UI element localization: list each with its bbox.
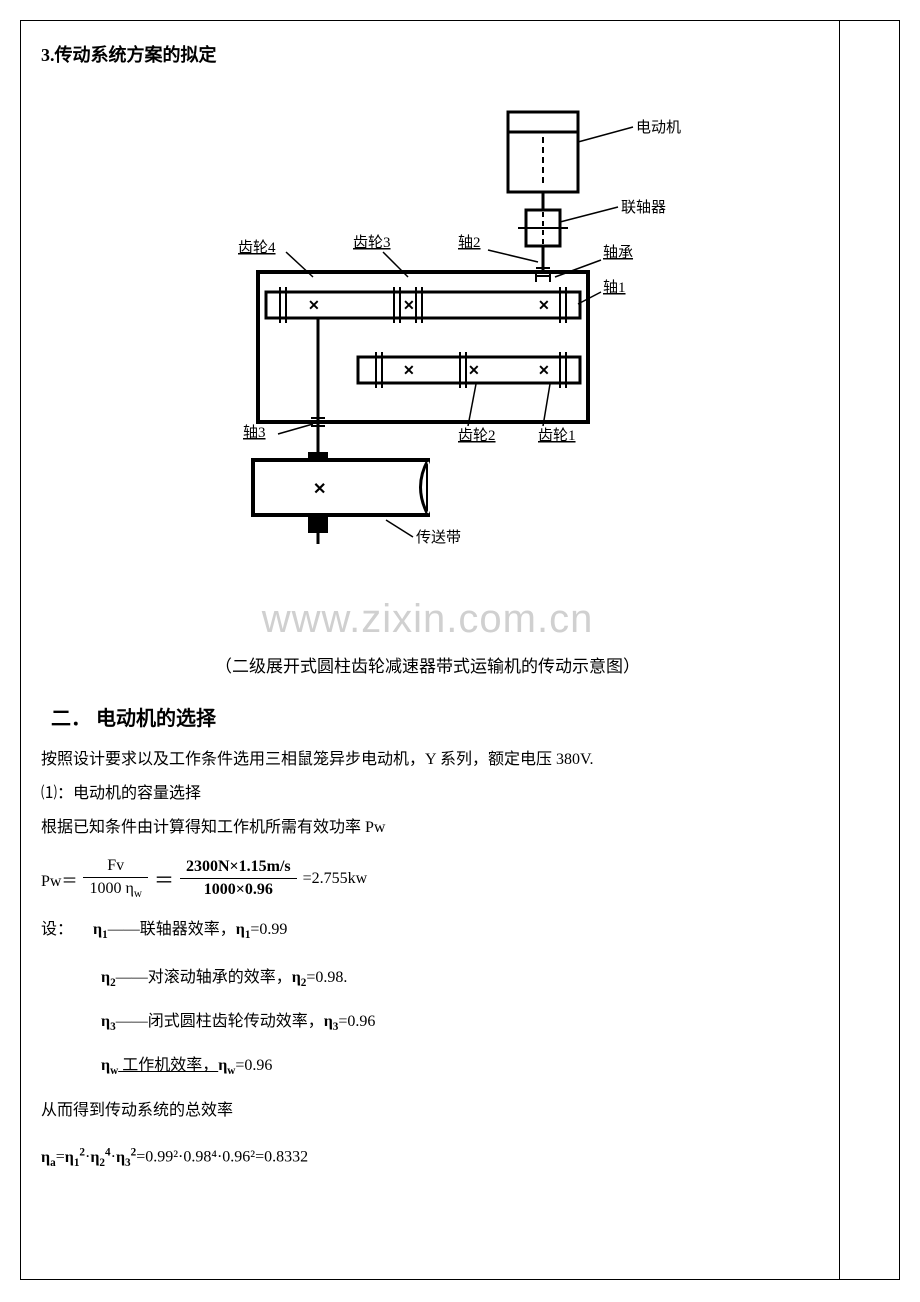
shaft2-label: 轴2 — [458, 234, 481, 251]
section3-heading: 3.传动系统方案的拟定 — [41, 41, 814, 67]
section-motor-heading: 二． 电动机的选择 — [51, 702, 814, 731]
eta3-line: η3——闭式圆柱齿轮传动效率，η3=0.96 — [101, 1007, 814, 1033]
gear4-label: 齿轮4 — [238, 239, 276, 256]
pw-label: Pw＝ — [41, 867, 77, 891]
svg-text:✕: ✕ — [308, 299, 320, 314]
right-margin-column — [839, 21, 899, 1279]
equals1: ＝ — [154, 864, 174, 893]
motor-label: 电动机 — [636, 119, 681, 136]
eta2-line: η2——对滚动轴承的效率，η2=0.98. — [101, 963, 814, 989]
svg-text:✕: ✕ — [403, 364, 415, 379]
transmission-diagram: 电动机 联轴器 齿轮4 齿轮3 轴2 轴承 轴1 — [41, 92, 814, 567]
svg-text:✕: ✕ — [403, 299, 415, 314]
watermark-text: www.zixin.com.cn — [41, 597, 814, 642]
fraction2: 2300N×1.15m/s 1000×0.96 — [180, 858, 297, 899]
pw-formula: Pw＝ Fv 1000 ηw ＝ 2300N×1.15m/s 1000×0.96… — [41, 857, 814, 900]
gear1-label: 齿轮1 — [538, 427, 576, 444]
bearing-label: 轴承 — [603, 244, 633, 261]
motor-intro: 按照设计要求以及工作条件选用三相鼠笼异步电动机，Y 系列，额定电压 380V. — [41, 746, 814, 775]
svg-text:✕: ✕ — [538, 364, 550, 379]
diagram-caption: （二级展开式圆柱齿轮减速器带式运输机的传动示意图） — [41, 652, 814, 677]
set-row: 设： η1——联轴器效率，η1=0.99 — [41, 916, 814, 945]
coupling-label: 联轴器 — [621, 199, 666, 216]
pw-desc: 根据已知条件由计算得知工作机所需有效功率 Pw — [41, 814, 814, 843]
set-label: 设： — [41, 921, 73, 938]
pw-result: =2.755kw — [303, 870, 368, 888]
gear2-label: 齿轮2 — [458, 427, 496, 444]
belt-label: 传送带 — [416, 529, 461, 546]
svg-text:✕: ✕ — [468, 364, 480, 379]
shaft1-label: 轴1 — [603, 279, 626, 296]
capacity-label: ⑴：电动机的容量选择 — [41, 780, 814, 809]
gear3-label: 齿轮3 — [353, 234, 391, 251]
etaw-line: ηw 工作机效率，ηw=0.96 — [101, 1051, 814, 1077]
svg-text:✕: ✕ — [313, 481, 326, 498]
total-eff-text: 从而得到传动系统的总效率 — [41, 1097, 814, 1126]
fraction1: Fv 1000 ηw — [83, 857, 147, 900]
shaft3-label: 轴3 — [243, 424, 266, 441]
etaa-formula: ηa=η12·η24·η32=0.99²·0.98⁴·0.96²=0.8332 — [41, 1146, 814, 1169]
svg-text:✕: ✕ — [538, 299, 550, 314]
